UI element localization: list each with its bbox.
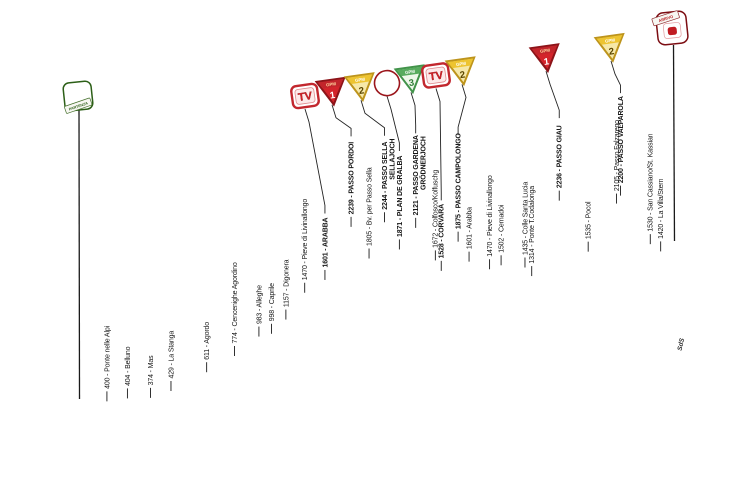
race-icons: TV GPM 1 GPM 2 R GPM 3 TV GPM 2 GPM 1 GPM 2 [290, 32, 625, 110]
elevation-label: 1314 - Ponte T.Codalonga [529, 186, 536, 264]
elevation-label: 400 - Ponte nelle Alpi [104, 325, 111, 388]
elevation-label: 2121 - PASSO GARDENA [413, 135, 420, 215]
icon-leader-line [410, 92, 417, 134]
tv-sprint-icon: TV [290, 82, 320, 110]
svg-text:2: 2 [608, 46, 615, 58]
svg-text:TV: TV [297, 90, 313, 104]
svg-text:2: 2 [358, 85, 365, 97]
svg-text:R: R [381, 75, 393, 91]
elevation-label: 1470 - Pieve di Livinallongo [487, 175, 494, 257]
elevation-label: 1528 - CORVARA [439, 204, 446, 259]
elevation-label: 1601 - ARABBA [322, 217, 329, 267]
icon-leader-line [331, 104, 352, 137]
elevation-label: 374 - Mas [148, 355, 155, 385]
svg-text:PARTENZA: PARTENZA [68, 101, 88, 111]
partenza-icon: PARTENZA [62, 80, 94, 114]
icon-leader-line [545, 71, 560, 119]
gpm-2-icon: GPM 2 [444, 56, 476, 87]
start-finish: PARTENZA ARRIVO [62, 10, 689, 400]
svg-text:GPM: GPM [605, 37, 616, 43]
icon-leader-line [457, 84, 467, 136]
elevation-label: 2239 - PASSO PORDOI [348, 142, 355, 215]
svg-text:3: 3 [408, 78, 415, 90]
icon-leader-line [435, 88, 442, 201]
elevation-label: 2200 - PASSO VALPAROLA [618, 96, 625, 183]
elevation-label: 2105 - Passo Falzarego [614, 120, 621, 191]
icon-leader-line [360, 100, 385, 136]
elevation-label: 404 - Belluno [125, 346, 132, 386]
elevation-label: 1672 - Colfosco/Kolfuschg [433, 170, 440, 248]
svg-text:ARRIVO: ARRIVO [658, 14, 674, 23]
icon-leader-line [386, 95, 400, 151]
elevation-label: 2244 - PASSO SELLA [382, 142, 389, 210]
elevation-label: 1435 - Colle Santa Lucia [522, 182, 529, 255]
svg-text:GPM: GPM [405, 69, 416, 75]
elevation-label: 1530 - San Cassiano/St. Kassian [648, 133, 655, 231]
svg-text:2: 2 [459, 69, 466, 81]
elevation-label: 983 - Alleghe [256, 285, 263, 324]
elevation-label: 1871 - PLAN DE GRALBA [397, 156, 404, 237]
tv-sprint-icon: TV [421, 62, 451, 89]
svg-text:GPM: GPM [355, 77, 366, 83]
svg-text:GPM: GPM [540, 48, 551, 54]
elevation-label-line2: GRÖDNERJOCH [419, 136, 428, 190]
svg-text:GPM: GPM [326, 81, 337, 87]
signature: SdS [677, 337, 687, 351]
svg-text:1: 1 [329, 90, 336, 102]
elevation-label: 2236 - PASSO GIAU [557, 125, 564, 188]
gpm-3-icon: GPM 3 [393, 64, 425, 95]
elevation-labels: 400 - Ponte nelle Alpi 404 - Belluno 374 -… [104, 96, 665, 402]
signature-text: SdS [677, 337, 687, 351]
svg-text:TV: TV [428, 69, 444, 83]
svg-text:1: 1 [543, 56, 550, 68]
elevation-label: 998 - Caprile [269, 283, 276, 321]
icon-leader-line [304, 108, 326, 214]
elevation-label: 1502 - Cernadoi [498, 204, 505, 253]
icon-leaders [304, 60, 621, 214]
icon-leader-line [610, 60, 621, 94]
arrivo-icon: ARRIVO [651, 10, 689, 46]
gpm-2-icon: GPM 2 [593, 32, 625, 63]
finish-line [672, 44, 676, 242]
elevation-label: 1601 - Arabba [466, 207, 473, 249]
elevation-label: 1875 - PASSO CAMPOLONGO [456, 132, 463, 229]
elevation-label: 1470 - Pieve di Livinallongo [302, 199, 309, 281]
gpm-2-icon: GPM 2 [343, 72, 375, 103]
elevation-label: 429 - La Stanga [168, 331, 175, 379]
elevation-label: 611 - Agordo [204, 322, 211, 360]
feed-zone-icon: R [373, 69, 401, 97]
elevation-label: 1420 - La Villa/Stern [658, 178, 665, 238]
gpm-1-icon: GPM 1 [314, 76, 346, 107]
elevation-label: 1535 - Pocol [586, 201, 593, 239]
elevation-label-line2: SELLAJOCH [389, 139, 396, 180]
gpm-1-icon: GPM 1 [528, 43, 560, 74]
start-line [78, 108, 81, 400]
elevation-label: 1805 - Bv. per Passo Sella [366, 167, 373, 246]
elevation-label: 774 - Cencenighe Agordino [232, 262, 239, 343]
svg-text:GPM: GPM [456, 61, 467, 67]
elevation-label: 1157 - Digonera [283, 259, 290, 307]
